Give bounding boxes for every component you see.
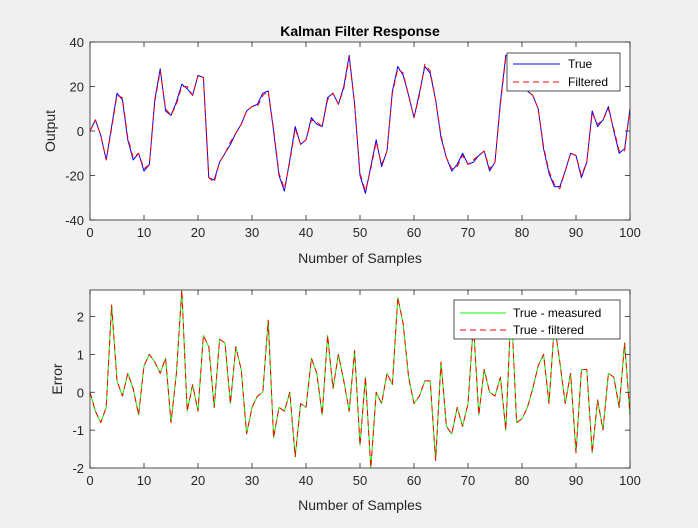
y-axis-ticks: -2 -1 0 1 2 — [72, 310, 630, 476]
legend-label-filtered-error: True - filtered — [513, 323, 584, 337]
y-tick-label: 1 — [77, 347, 84, 362]
y-tick-label: 2 — [77, 310, 84, 325]
y-tick-label: 40 — [70, 35, 84, 50]
x-tick-label: 100 — [619, 225, 641, 240]
legend: True - measured True - filtered — [453, 299, 621, 340]
x-axis-ticks: 0 10 20 30 40 50 60 70 80 90 100 — [86, 42, 641, 240]
x-tick-label: 10 — [137, 473, 151, 488]
error-chart: 0 10 20 30 40 50 60 70 80 90 100 -2 -1 0 1 2 Number of… — [49, 289, 641, 513]
x-tick-label: 0 — [86, 473, 93, 488]
legend-label-filtered: Filtered — [568, 75, 608, 89]
y-tick-label: -1 — [72, 423, 84, 438]
x-tick-label: 90 — [569, 225, 583, 240]
chart-title: Kalman Filter Response — [280, 23, 440, 39]
y-tick-label: 0 — [77, 385, 84, 400]
series-group — [90, 290, 630, 468]
x-tick-label: 60 — [407, 225, 421, 240]
y-tick-label: -20 — [65, 169, 84, 184]
x-tick-label: 100 — [619, 473, 641, 488]
x-tick-label: 30 — [245, 225, 259, 240]
x-tick-label: 80 — [515, 225, 529, 240]
series-line-0 — [90, 290, 630, 468]
x-tick-label: 10 — [137, 225, 151, 240]
x-tick-label: 20 — [191, 473, 205, 488]
x-tick-label: 0 — [86, 225, 93, 240]
x-axis-label: Number of Samples — [298, 497, 422, 513]
x-tick-label: 30 — [245, 473, 259, 488]
x-tick-label: 80 — [515, 473, 529, 488]
x-tick-label: 70 — [461, 225, 475, 240]
x-axis-ticks: 0 10 20 30 40 50 60 70 80 90 100 — [86, 290, 641, 488]
x-tick-label: 70 — [461, 473, 475, 488]
x-tick-label: 50 — [353, 473, 367, 488]
y-tick-label: -40 — [65, 213, 84, 228]
legend-label-true: True — [568, 57, 593, 71]
x-tick-label: 40 — [299, 473, 313, 488]
y-tick-label: 0 — [77, 124, 84, 139]
y-axis-label: Error — [49, 363, 65, 394]
y-tick-label: -2 — [72, 461, 84, 476]
output-chart: Kalman Filter Response 0 10 20 30 40 50 60 70 80… — [42, 23, 641, 266]
x-tick-label: 50 — [353, 225, 367, 240]
x-tick-label: 90 — [569, 473, 583, 488]
x-tick-label: 20 — [191, 225, 205, 240]
legend: True Filtered — [506, 52, 621, 92]
y-tick-label: 20 — [70, 80, 84, 95]
legend-box — [506, 52, 621, 92]
y-axis-label: Output — [42, 110, 58, 152]
legend-box — [453, 299, 621, 340]
x-tick-label: 40 — [299, 225, 313, 240]
legend-label-measured: True - measured — [513, 306, 601, 320]
x-tick-label: 60 — [407, 473, 421, 488]
series-group — [90, 54, 630, 194]
y-axis-ticks: -40 -20 0 20 40 — [65, 35, 630, 228]
x-axis-label: Number of Samples — [298, 250, 422, 266]
series-line-1 — [90, 57, 630, 192]
